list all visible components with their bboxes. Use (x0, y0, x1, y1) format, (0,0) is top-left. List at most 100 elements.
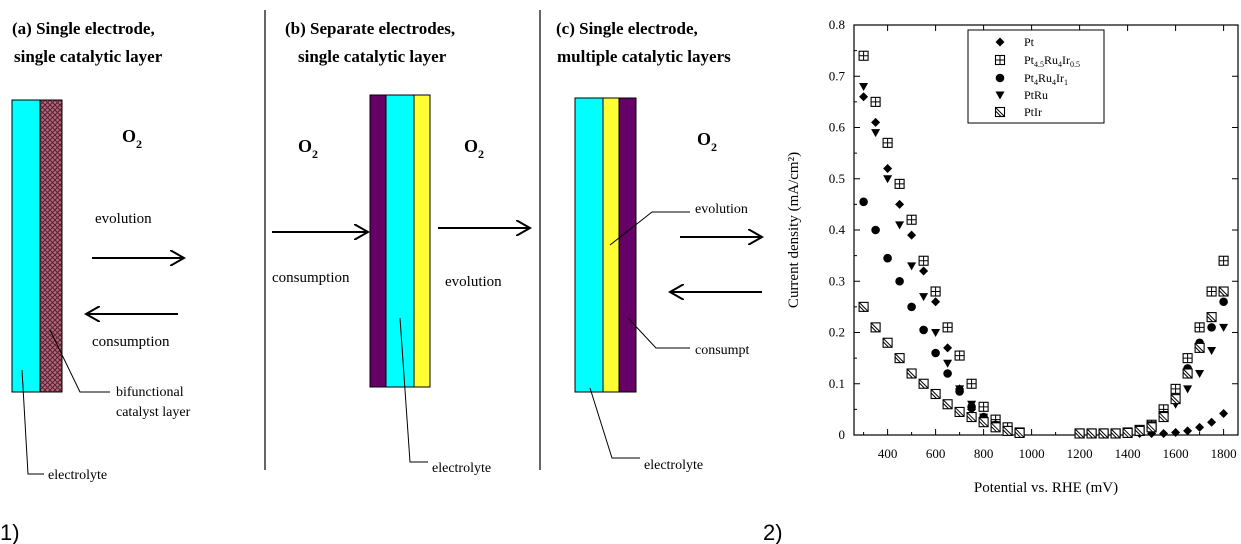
y-tick-label-2: 0.2 (829, 325, 845, 340)
marker-diamond-24 (1207, 417, 1217, 427)
purple-layer-b (369, 94, 387, 388)
marker-circle-6 (931, 348, 940, 358)
marker-diamond-21 (1171, 427, 1181, 437)
marker-triangle-down-1 (871, 129, 881, 138)
marker-diamond-0 (859, 92, 869, 102)
marker-square-slash-23 (1182, 368, 1193, 379)
marker-square-slash-10 (978, 417, 989, 428)
electrolyte-layer-b (385, 94, 415, 388)
marker-square-slash-20 (1146, 422, 1157, 433)
marker-circle-2 (883, 253, 892, 263)
marker-diamond-3 (895, 199, 905, 209)
marker-square-plus-10 (978, 401, 989, 412)
panel-a: (a) Single electrode, single catalytic l… (11, 19, 191, 483)
marker-triangle-down-8 (955, 385, 965, 394)
electrolyte-label-a: electrolyte (48, 468, 107, 483)
current-density-chart: 400 600 800 1000 1200 1400 1600 1800 0 0.1 0.2 0.3 0… (786, 17, 1239, 496)
marker-circle-1 (871, 225, 880, 235)
legend-marker-square-slash (994, 106, 1006, 118)
marker-triangle-down-16 (1183, 385, 1193, 394)
consumption-label-b: consumption (272, 270, 350, 286)
evolution-leader-c (609, 211, 690, 246)
electrolyte-layer-c (574, 97, 604, 393)
marker-square-slash-24 (1194, 342, 1205, 353)
panel-c: (c) Single electrode, multiple catalytic… (556, 19, 762, 473)
marker-square-plus-23 (1182, 353, 1193, 364)
marker-triangle-down-17 (1195, 370, 1205, 378)
marker-square-plus-2 (882, 137, 893, 148)
marker-triangle-down-9 (967, 400, 977, 409)
y-tick-label-3: 0.3 (829, 273, 845, 288)
marker-square-slash-25 (1206, 312, 1217, 323)
electrolyte-leader-b (399, 317, 428, 463)
marker-square-plus-7 (942, 322, 953, 333)
marker-circle-3 (895, 276, 904, 286)
legend-label-pt: Pt (1024, 35, 1035, 49)
marker-square-plus-25 (1206, 286, 1217, 297)
marker-diamond-23 (1195, 422, 1205, 432)
marker-square-slash-18 (1122, 427, 1133, 439)
x-tick-label-0: 400 (878, 446, 898, 461)
panel-b: (b) Separate electrodes, single catalyti… (272, 19, 530, 476)
o2-right-label-b: O2 (464, 136, 484, 161)
marker-square-plus-9 (966, 378, 977, 389)
o2-label-a: O2 (122, 126, 142, 151)
panel-c-title-line2: multiple catalytic layers (557, 47, 731, 66)
marker-square-slash-11 (990, 422, 1001, 433)
marker-triangle-down-18 (1207, 346, 1217, 355)
marker-square-slash-16 (1098, 428, 1109, 439)
marker-diamond-2 (883, 164, 893, 173)
y-tick-label-0: 0 (839, 427, 846, 442)
electrolyte-leader-c (589, 387, 640, 459)
data-markers (858, 50, 1229, 439)
y-tick-label-8: 0.8 (829, 17, 845, 32)
x-tick-label-7: 1800 (1211, 446, 1237, 461)
marker-square-slash-3 (894, 353, 905, 364)
figure-label-2: 2) (763, 520, 783, 544)
panel-c-title-line1: (c) Single electrode, (556, 19, 698, 38)
x-tick-label-3: 1000 (1019, 446, 1045, 461)
x-axis-label: Potential vs. RHE (mV) (974, 480, 1118, 496)
marker-circle-17 (1219, 297, 1228, 307)
marker-square-slash-19 (1134, 425, 1145, 436)
o2-label-c: O2 (697, 129, 717, 154)
panel-a-title-line1: (a) Single electrode, (12, 19, 155, 38)
catalyst-label-a-line2: catalyst layer (116, 405, 191, 420)
panel-a-title-line2: single catalytic layer (14, 47, 163, 66)
x-tick-label-6: 1600 (1163, 446, 1189, 461)
marker-diamond-20 (1159, 428, 1169, 438)
marker-square-plus-3 (894, 178, 905, 189)
marker-square-plus-8 (954, 350, 965, 361)
legend-marker-triangle-down (995, 91, 1005, 100)
marker-square-plus-22 (1170, 383, 1181, 394)
marker-square-plus-0 (858, 50, 869, 61)
marker-triangle-down-7 (943, 359, 953, 368)
figure-label-1: 1) (0, 520, 20, 544)
legend-label-ptir: PtIr (1024, 105, 1042, 119)
legend-markers (994, 37, 1006, 118)
evolution-label-c: evolution (695, 202, 748, 217)
marker-triangle-down-19 (1219, 323, 1229, 332)
yellow-layer-b (413, 94, 431, 388)
marker-diamond-5 (919, 266, 929, 276)
marker-triangle-down-2 (883, 175, 893, 184)
axis-ticks: 400 600 800 1000 1200 1400 1600 1800 0 0.1 0.2 0.3 0… (829, 17, 1238, 461)
consumption-leader-c (627, 317, 690, 349)
legend-marker-circle (995, 73, 1005, 83)
marker-square-slash-21 (1158, 412, 1169, 423)
marker-square-slash-15 (1086, 428, 1097, 439)
marker-square-slash-4 (906, 368, 917, 379)
marker-circle-0 (859, 197, 868, 207)
marker-square-slash-22 (1170, 394, 1181, 405)
marker-square-slash-1 (870, 322, 881, 333)
marker-square-slash-5 (918, 378, 929, 389)
consumption-label-a: consumption (92, 334, 170, 350)
legend-label-ptru: PtRu (1024, 88, 1048, 102)
marker-square-slash-12 (1002, 425, 1013, 436)
catalyst-layer-a (39, 99, 63, 393)
marker-diamond-22 (1183, 426, 1193, 436)
electrolyte-layer-a (11, 99, 41, 393)
marker-triangle-down-4 (907, 262, 917, 271)
o2-left-label-b: O2 (298, 136, 318, 161)
